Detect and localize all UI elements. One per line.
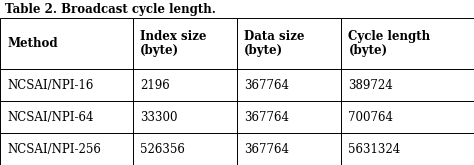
Bar: [133, 69, 237, 101]
Bar: [133, 133, 237, 165]
Bar: [341, 133, 474, 165]
Text: Index size
(byte): Index size (byte): [140, 30, 206, 57]
Text: 367764: 367764: [244, 79, 289, 92]
Text: 526356: 526356: [140, 143, 185, 156]
Text: Method: Method: [7, 37, 58, 50]
Bar: [237, 101, 341, 133]
Bar: [237, 18, 341, 69]
Text: Table 2. Broadcast cycle length.: Table 2. Broadcast cycle length.: [5, 2, 216, 16]
Bar: [0, 69, 133, 101]
Text: 389724: 389724: [348, 79, 393, 92]
Text: NCSAI/NPI-256: NCSAI/NPI-256: [7, 143, 101, 156]
Bar: [341, 101, 474, 133]
Bar: [237, 69, 341, 101]
Text: NCSAI/NPI-16: NCSAI/NPI-16: [7, 79, 93, 92]
Text: 33300: 33300: [140, 111, 177, 124]
Text: Data size
(byte): Data size (byte): [244, 30, 305, 57]
Bar: [0, 133, 133, 165]
Bar: [133, 101, 237, 133]
Text: 367764: 367764: [244, 111, 289, 124]
Text: 5631324: 5631324: [348, 143, 401, 156]
Bar: [133, 18, 237, 69]
Text: 2196: 2196: [140, 79, 170, 92]
Bar: [341, 18, 474, 69]
Text: NCSAI/NPI-64: NCSAI/NPI-64: [7, 111, 93, 124]
Bar: [341, 69, 474, 101]
Bar: [237, 133, 341, 165]
Bar: [0, 18, 133, 69]
Text: Cycle length
(byte): Cycle length (byte): [348, 30, 430, 57]
Text: 700764: 700764: [348, 111, 393, 124]
Bar: [0, 101, 133, 133]
Text: 367764: 367764: [244, 143, 289, 156]
